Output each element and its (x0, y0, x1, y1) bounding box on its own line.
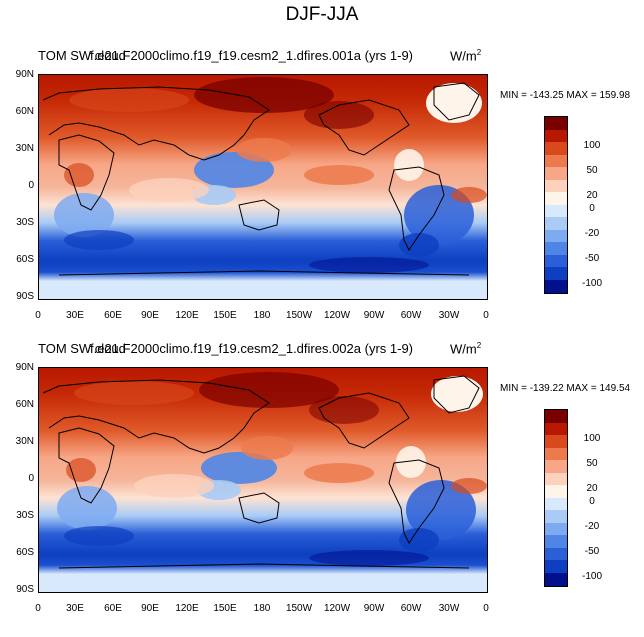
lon-tick: 0 (483, 310, 489, 321)
lat-tick: 90S (16, 291, 34, 302)
lat-tick: 60N (15, 399, 34, 410)
lon-tick: 90W (363, 603, 385, 614)
colorbar-label: 50 (586, 165, 598, 176)
lon-tick: 60E (104, 603, 122, 614)
variable-label: TOM SW cloud (38, 48, 126, 63)
lon-tick: 120W (323, 310, 351, 321)
lat-tick: 60N (15, 106, 34, 117)
colorbar (544, 116, 568, 294)
lon-tick: 0 (35, 603, 41, 614)
lat-tick: 90N (15, 69, 34, 80)
units-label: W/m2 (450, 341, 481, 356)
colorbar-label: -20 (584, 228, 600, 239)
lon-tick: 0 (483, 603, 489, 614)
lon-tick: 120W (323, 603, 351, 614)
case-label: f.e21.F2000climo.f19_f19.cesm2_1.dfires.… (90, 341, 414, 356)
variable-label: TOM SW cloud (38, 341, 126, 356)
contour-field (39, 75, 487, 299)
map-panel-1: TOM SW cloud f.e21.F2000climo.f19_f19.ce… (0, 44, 644, 344)
lon-tick: 30W (438, 603, 460, 614)
colorbar-label: 20 (586, 483, 598, 494)
case-label: f.e21.F2000climo.f19_f19.cesm2_1.dfires.… (90, 48, 414, 63)
contour-field (39, 368, 487, 592)
units-exponent: 2 (476, 48, 482, 57)
colorbar-label: -100 (581, 278, 602, 289)
lon-tick: 120E (175, 310, 199, 321)
lat-tick: 60S (16, 254, 34, 265)
lat-tick: 30N (15, 143, 34, 154)
lat-tick: 90S (16, 584, 34, 595)
global-map (38, 367, 488, 593)
colorbar-box (545, 279, 567, 293)
lat-tick: 90N (15, 362, 34, 373)
units-exponent: 2 (476, 341, 482, 350)
lon-tick: 150W (285, 603, 313, 614)
min-max-label: MIN = -139.22 MAX = 149.54 (500, 383, 631, 394)
lat-tick: 60S (16, 547, 34, 558)
units-text: W/m (450, 48, 477, 64)
lon-tick: 60E (104, 310, 122, 321)
colorbar-label: 100 (583, 433, 601, 444)
colorbar-label: 100 (583, 140, 601, 151)
lat-tick: 0 (28, 473, 34, 484)
lat-tick: 30N (15, 436, 34, 447)
lat-tick: 30S (16, 510, 34, 521)
global-map (38, 74, 488, 300)
lon-tick: 30E (66, 603, 84, 614)
colorbar-label: 0 (589, 496, 595, 507)
lon-tick: 150W (285, 310, 313, 321)
colorbar-label: -50 (584, 253, 600, 264)
lon-tick: 180 (253, 310, 271, 321)
colorbar-label: 20 (586, 190, 598, 201)
lon-tick: 30E (66, 310, 84, 321)
colorbar-label: -20 (584, 521, 600, 532)
lon-tick: 180 (253, 603, 271, 614)
lon-tick: 150E (213, 310, 237, 321)
lon-tick: 150E (213, 603, 237, 614)
lon-tick: 120E (175, 603, 199, 614)
lat-tick: 30S (16, 217, 34, 228)
figure-title: DJF-JJA (285, 4, 359, 25)
colorbar-box (545, 572, 567, 586)
units-text: W/m (450, 341, 477, 357)
colorbar-label: -100 (581, 571, 602, 582)
colorbar-label: 50 (586, 458, 598, 469)
colorbar-label: -50 (584, 546, 600, 557)
colorbar-label: 0 (589, 203, 595, 214)
lat-tick: 0 (28, 180, 34, 191)
lon-tick: 90W (363, 310, 385, 321)
lon-tick: 90E (141, 603, 159, 614)
lon-tick: 90E (141, 310, 159, 321)
lon-tick: 60W (400, 603, 422, 614)
map-panel-2: TOM SW cloud f.e21.F2000climo.f19_f19.ce… (0, 337, 644, 637)
lon-tick: 30W (438, 310, 460, 321)
lon-tick: 0 (35, 310, 41, 321)
min-max-label: MIN = -143.25 MAX = 159.98 (500, 90, 631, 101)
colorbar (544, 409, 568, 587)
lon-tick: 60W (400, 310, 422, 321)
units-label: W/m2 (450, 48, 481, 63)
